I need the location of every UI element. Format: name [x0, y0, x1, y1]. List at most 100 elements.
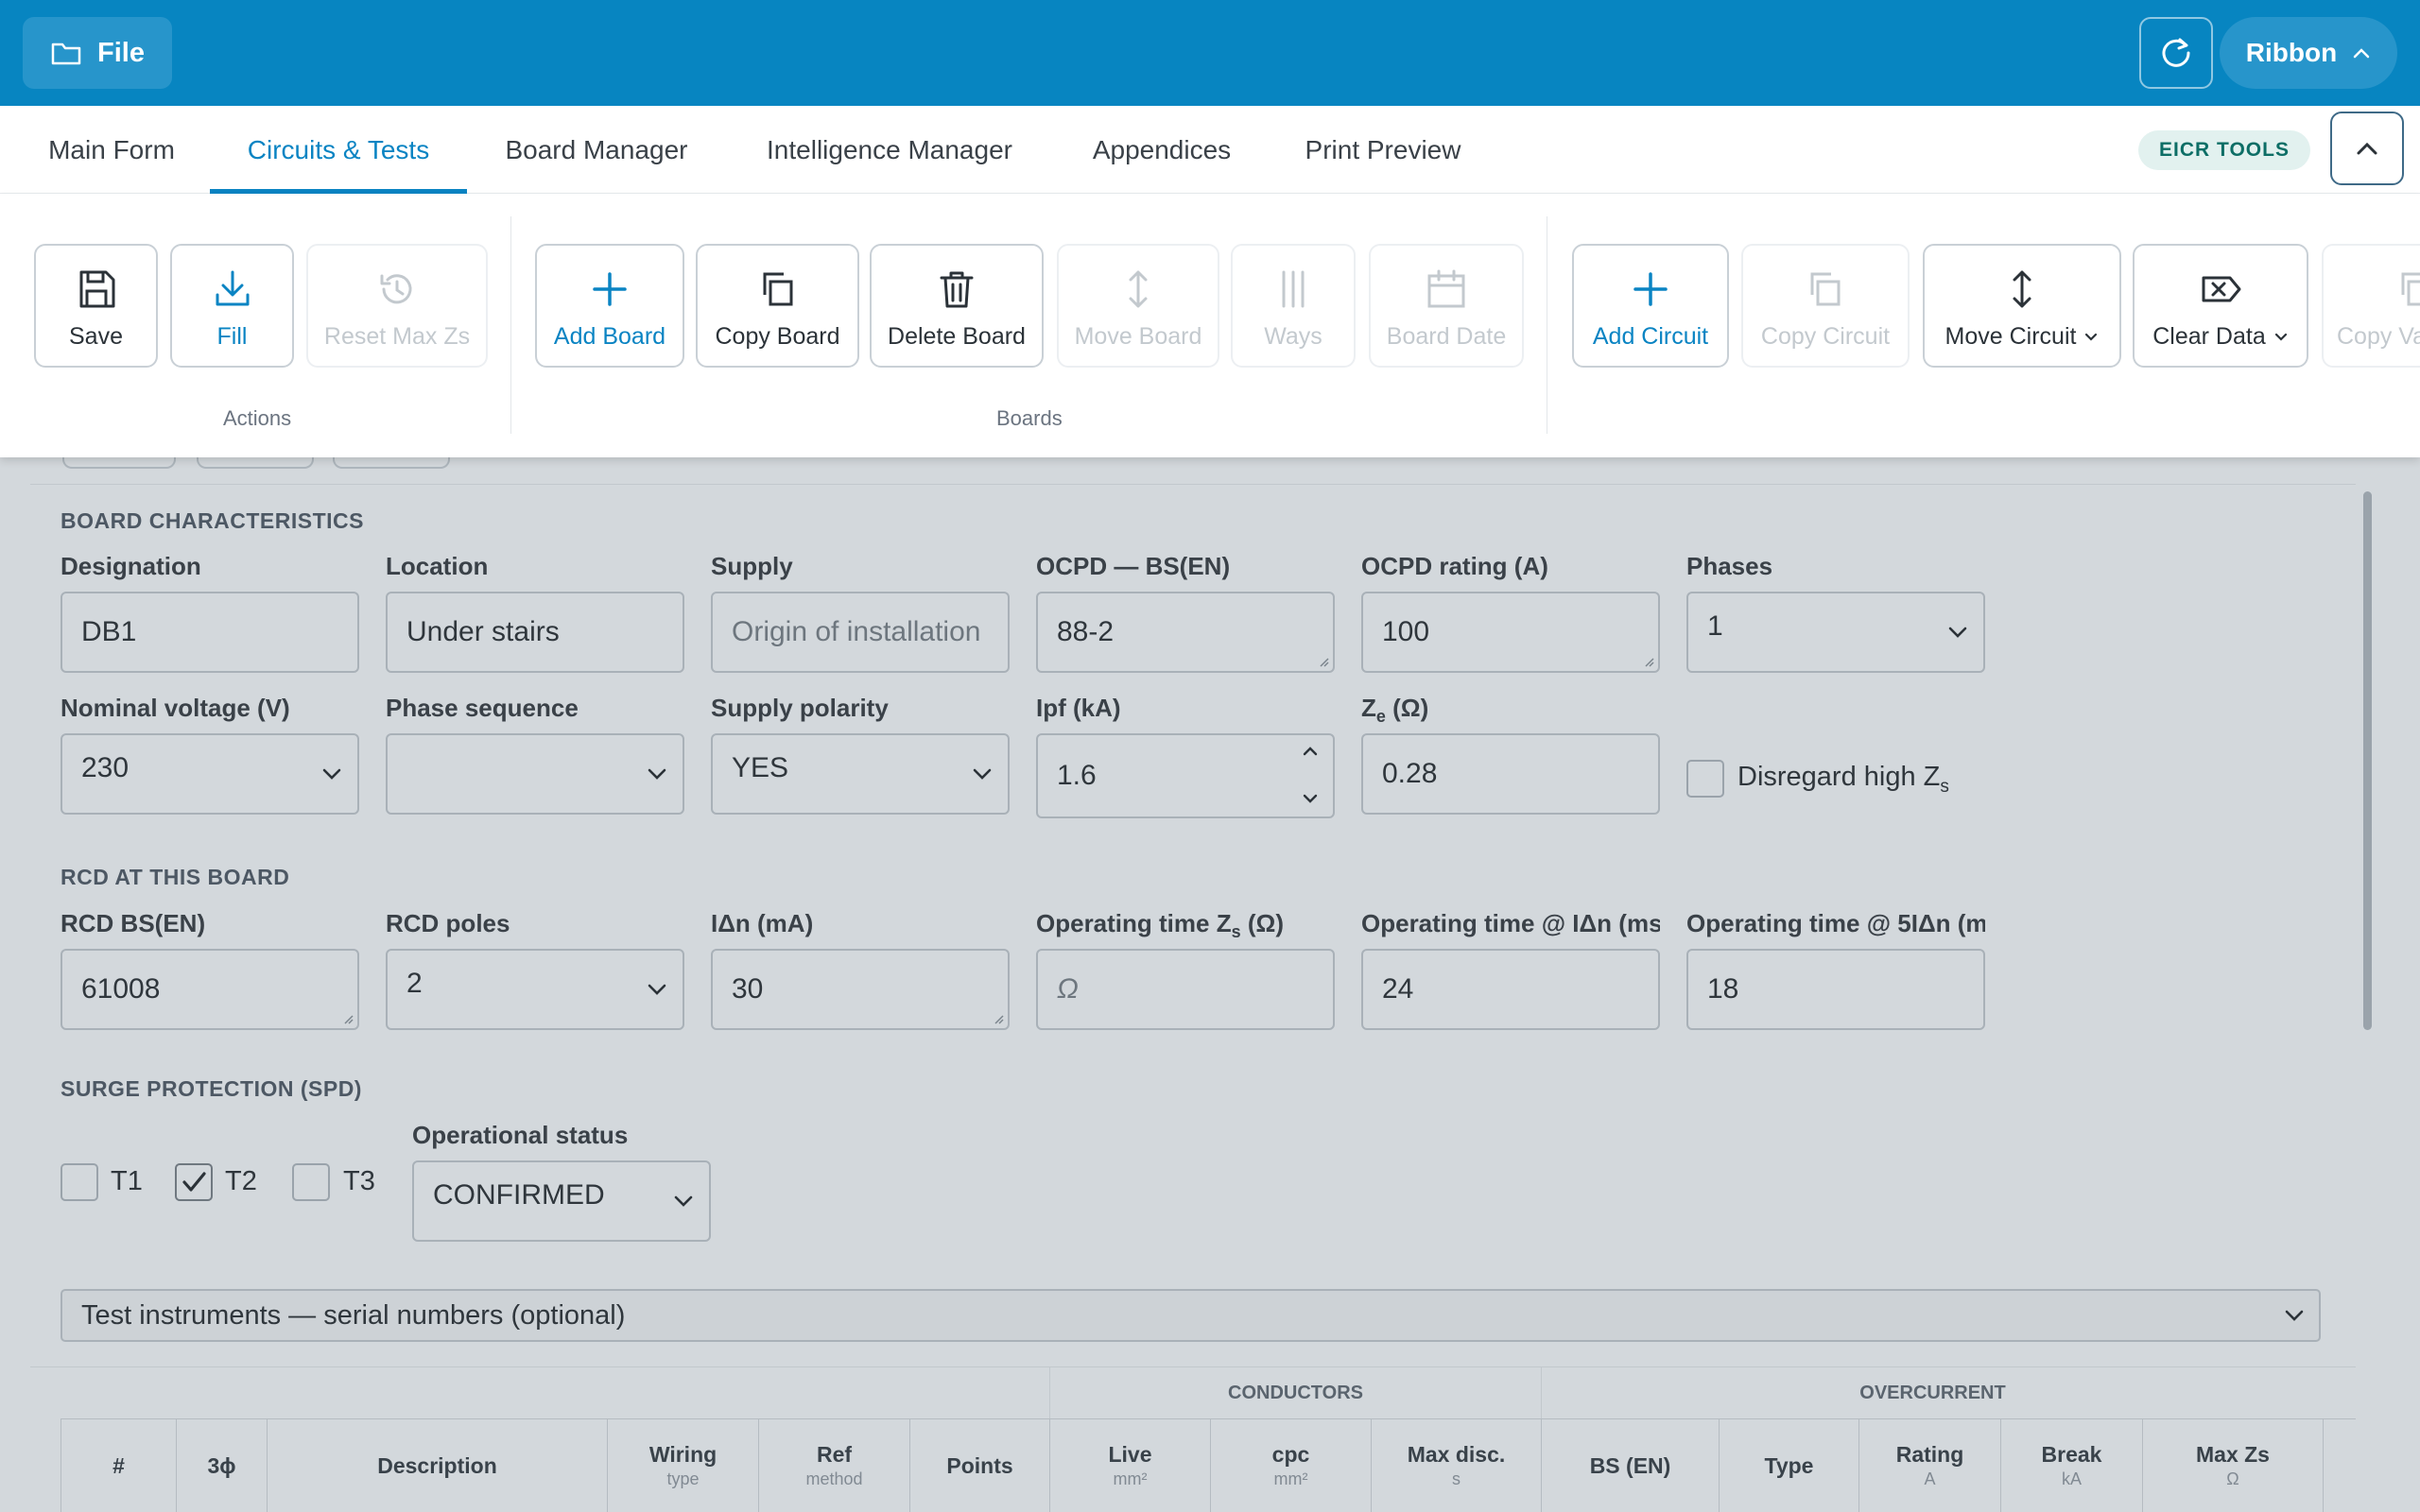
tab-intelligence-manager[interactable]: Intelligence Manager	[767, 134, 1012, 164]
col-live[interactable]: Live mm²	[1049, 1418, 1210, 1512]
reset-max-zs-button[interactable]: Reset Max Zs	[306, 244, 488, 368]
col-max-disc[interactable]: Max disc. s	[1371, 1418, 1541, 1512]
delete-board-button[interactable]: Delete Board	[870, 244, 1044, 368]
test-instruments-accordion[interactable]: Test instruments — serial numbers (optio…	[60, 1289, 2321, 1342]
ocpd-rating-input[interactable]: 100	[1361, 592, 1660, 673]
number-spinner[interactable]	[1301, 745, 1320, 805]
operational-status-select[interactable]: CONFIRMED	[412, 1160, 711, 1242]
overcurrent-group-header: OVERCURRENT	[1541, 1367, 2324, 1418]
col-rating[interactable]: Rating A	[1858, 1418, 2000, 1512]
col-bs-en[interactable]: BS (EN)	[1541, 1418, 1719, 1512]
circuits-table-header: CONDUCTORS OVERCURRENT # 3ɸ Description …	[30, 1366, 2356, 1512]
copy-board-button[interactable]: Copy Board	[696, 244, 859, 368]
resize-grip-icon[interactable]	[993, 1013, 1004, 1024]
rcd-bs-input[interactable]: 61008	[60, 949, 359, 1030]
board-date-label: Board Date	[1386, 323, 1507, 350]
col-wiring-type[interactable]: Wiring type	[607, 1418, 758, 1512]
ipf-input[interactable]: 1.6	[1036, 733, 1335, 818]
table-header-divider	[60, 1418, 2356, 1419]
resize-grip-icon[interactable]	[342, 1013, 354, 1024]
col-break-title: Break	[2041, 1442, 2102, 1467]
rcd-poles-label: RCD poles	[386, 909, 510, 937]
phases-value: 1	[1707, 610, 1723, 642]
supply-value: Origin of installation	[732, 616, 981, 647]
col-points[interactable]: Points	[909, 1418, 1049, 1512]
save-button[interactable]: Save	[34, 244, 158, 368]
board-date-button[interactable]: Board Date	[1369, 244, 1524, 368]
move-board-button[interactable]: Move Board	[1057, 244, 1219, 368]
move-circuit-label: Move Circuit	[1945, 323, 2077, 350]
tab-bar: Main Form Circuits & Tests Board Manager…	[0, 106, 2420, 194]
collapse-ribbon-button[interactable]	[2330, 112, 2404, 185]
board-characteristics-heading: BOARD CHARACTERISTICS	[60, 508, 364, 533]
fill-button[interactable]: Fill	[170, 244, 294, 368]
op-time-5idn-input[interactable]: 18	[1686, 949, 1985, 1030]
ze-value: 0.28	[1382, 758, 1438, 789]
location-input[interactable]: Under stairs	[386, 592, 684, 673]
col-break[interactable]: Break kA	[2000, 1418, 2142, 1512]
spd-t3-checkbox[interactable]	[292, 1163, 330, 1201]
col-ref-method[interactable]: Ref method	[758, 1418, 909, 1512]
move-circuit-button[interactable]: Move Circuit	[1923, 244, 2121, 368]
op-time-zs-input[interactable]: Ω	[1036, 949, 1335, 1030]
ocpd-bs-input[interactable]: 88-2	[1036, 592, 1335, 673]
file-button[interactable]: File	[23, 17, 172, 89]
sub-tab[interactable]	[333, 452, 450, 469]
supply-input[interactable]: Origin of installation	[711, 592, 1010, 673]
clear-data-button[interactable]: Clear Data	[2133, 244, 2308, 368]
ocpd-bs-value: 88-2	[1057, 616, 1115, 647]
eicr-tools-badge: EICR TOOLS	[2138, 130, 2310, 170]
designation-input[interactable]: DB1	[60, 592, 359, 673]
copy-icon	[2401, 272, 2420, 306]
op-time-idn-input[interactable]: 24	[1361, 949, 1660, 1030]
chevron-down-icon[interactable]	[1301, 792, 1320, 805]
add-board-button[interactable]: Add Board	[535, 244, 684, 368]
spd-t2-checkbox[interactable]	[175, 1163, 213, 1201]
rcd-poles-select[interactable]: 2	[386, 949, 684, 1030]
ways-button[interactable]: Ways	[1231, 244, 1356, 368]
copy-board-label: Copy Board	[715, 323, 840, 350]
ipf-value: 1.6	[1057, 760, 1097, 791]
rcd-poles-value: 2	[406, 968, 423, 999]
refresh-button[interactable]	[2139, 17, 2213, 89]
tab-circuits-tests[interactable]: Circuits & Tests	[210, 106, 467, 194]
copy-values-button[interactable]: Copy Va	[2322, 244, 2420, 368]
ocpd-rating-value: 100	[1382, 616, 1430, 647]
copy-icon	[763, 272, 792, 306]
tab-print-preview[interactable]: Print Preview	[1305, 134, 1461, 164]
sub-tab[interactable]	[62, 452, 176, 469]
resize-grip-icon[interactable]	[1318, 656, 1329, 667]
tab-appendices[interactable]: Appendices	[1092, 134, 1232, 164]
resize-grip-icon[interactable]	[1643, 656, 1654, 667]
disregard-high-zs-checkbox[interactable]	[1686, 760, 1724, 798]
ribbon-toggle-button[interactable]: Ribbon	[2220, 17, 2397, 89]
clear-tag-icon	[2202, 276, 2241, 302]
spd-t1-checkbox[interactable]	[60, 1163, 98, 1201]
move-vertical-icon	[1129, 270, 1148, 308]
supply-polarity-value: YES	[732, 752, 789, 783]
copy-circuit-button[interactable]: Copy Circuit	[1741, 244, 1910, 368]
col-type[interactable]: Type	[1719, 1418, 1858, 1512]
col-max-zs[interactable]: Max Zs Ω	[2142, 1418, 2324, 1512]
col-number[interactable]: #	[60, 1418, 176, 1512]
add-circuit-button[interactable]: Add Circuit	[1572, 244, 1729, 368]
supply-polarity-select[interactable]: YES	[711, 733, 1010, 815]
col-cpc[interactable]: cpc mm²	[1210, 1418, 1371, 1512]
panel-divider	[30, 484, 2356, 485]
tab-main-form[interactable]: Main Form	[48, 134, 175, 164]
phase-sequence-select[interactable]	[386, 733, 684, 815]
tab-board-manager[interactable]: Board Manager	[505, 134, 688, 164]
history-icon	[380, 274, 412, 304]
chevron-down-icon	[1948, 627, 1967, 638]
scrollbar-thumb[interactable]	[2363, 491, 2372, 1030]
check-icon	[182, 1172, 206, 1192]
col-description[interactable]: Description	[267, 1418, 607, 1512]
rcd-bs-value: 61008	[81, 973, 161, 1005]
ze-input[interactable]: 0.28	[1361, 733, 1660, 815]
idn-input[interactable]: 30	[711, 949, 1010, 1030]
chevron-up-icon[interactable]	[1301, 745, 1320, 758]
phases-select[interactable]: 1	[1686, 592, 1985, 673]
nominal-voltage-select[interactable]: 230	[60, 733, 359, 815]
col-three-phase[interactable]: 3ɸ	[176, 1418, 267, 1512]
sub-tab[interactable]	[197, 452, 314, 469]
